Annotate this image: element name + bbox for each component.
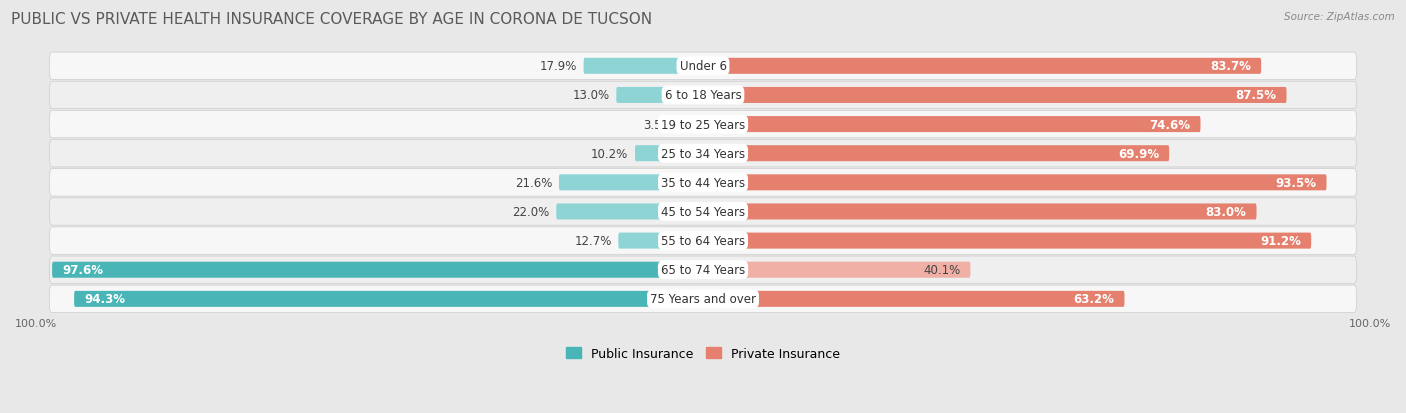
Text: 55 to 64 Years: 55 to 64 Years (661, 235, 745, 247)
FancyBboxPatch shape (49, 169, 1357, 197)
Text: 83.7%: 83.7% (1211, 60, 1251, 73)
Text: 74.6%: 74.6% (1150, 118, 1191, 131)
FancyBboxPatch shape (703, 262, 970, 278)
Text: 69.9%: 69.9% (1118, 147, 1159, 160)
FancyBboxPatch shape (49, 227, 1357, 255)
FancyBboxPatch shape (49, 198, 1357, 225)
Text: 93.5%: 93.5% (1275, 176, 1316, 190)
FancyBboxPatch shape (636, 146, 703, 162)
FancyBboxPatch shape (49, 82, 1357, 109)
Text: Source: ZipAtlas.com: Source: ZipAtlas.com (1284, 12, 1395, 22)
FancyBboxPatch shape (703, 233, 1312, 249)
Text: 22.0%: 22.0% (512, 206, 550, 218)
Text: 19 to 25 Years: 19 to 25 Years (661, 118, 745, 131)
Text: 25 to 34 Years: 25 to 34 Years (661, 147, 745, 160)
Text: 91.2%: 91.2% (1260, 235, 1301, 247)
FancyBboxPatch shape (560, 175, 703, 191)
Text: 17.9%: 17.9% (540, 60, 576, 73)
Text: Under 6: Under 6 (679, 60, 727, 73)
Text: 87.5%: 87.5% (1236, 89, 1277, 102)
Text: 13.0%: 13.0% (572, 89, 610, 102)
Text: 63.2%: 63.2% (1074, 293, 1115, 306)
FancyBboxPatch shape (703, 88, 1286, 104)
FancyBboxPatch shape (616, 88, 703, 104)
Text: 45 to 54 Years: 45 to 54 Years (661, 206, 745, 218)
Text: 83.0%: 83.0% (1205, 206, 1247, 218)
Text: 97.6%: 97.6% (62, 263, 103, 277)
FancyBboxPatch shape (49, 53, 1357, 80)
FancyBboxPatch shape (703, 146, 1170, 162)
Text: 3.5%: 3.5% (644, 118, 673, 131)
Text: 21.6%: 21.6% (515, 176, 553, 190)
FancyBboxPatch shape (49, 256, 1357, 284)
Text: 75 Years and over: 75 Years and over (650, 293, 756, 306)
FancyBboxPatch shape (75, 291, 703, 307)
Text: 65 to 74 Years: 65 to 74 Years (661, 263, 745, 277)
FancyBboxPatch shape (703, 175, 1326, 191)
Text: 10.2%: 10.2% (591, 147, 628, 160)
FancyBboxPatch shape (49, 140, 1357, 168)
FancyBboxPatch shape (49, 285, 1357, 313)
FancyBboxPatch shape (703, 291, 1125, 307)
FancyBboxPatch shape (557, 204, 703, 220)
FancyBboxPatch shape (679, 117, 703, 133)
FancyBboxPatch shape (49, 111, 1357, 138)
FancyBboxPatch shape (703, 204, 1257, 220)
Legend: Public Insurance, Private Insurance: Public Insurance, Private Insurance (561, 342, 845, 365)
Text: PUBLIC VS PRIVATE HEALTH INSURANCE COVERAGE BY AGE IN CORONA DE TUCSON: PUBLIC VS PRIVATE HEALTH INSURANCE COVER… (11, 12, 652, 27)
Text: 35 to 44 Years: 35 to 44 Years (661, 176, 745, 190)
Text: 12.7%: 12.7% (574, 235, 612, 247)
Text: 6 to 18 Years: 6 to 18 Years (665, 89, 741, 102)
FancyBboxPatch shape (583, 59, 703, 75)
Text: 94.3%: 94.3% (84, 293, 125, 306)
FancyBboxPatch shape (619, 233, 703, 249)
FancyBboxPatch shape (52, 262, 703, 278)
Text: 40.1%: 40.1% (924, 263, 960, 277)
FancyBboxPatch shape (703, 117, 1201, 133)
FancyBboxPatch shape (703, 59, 1261, 75)
